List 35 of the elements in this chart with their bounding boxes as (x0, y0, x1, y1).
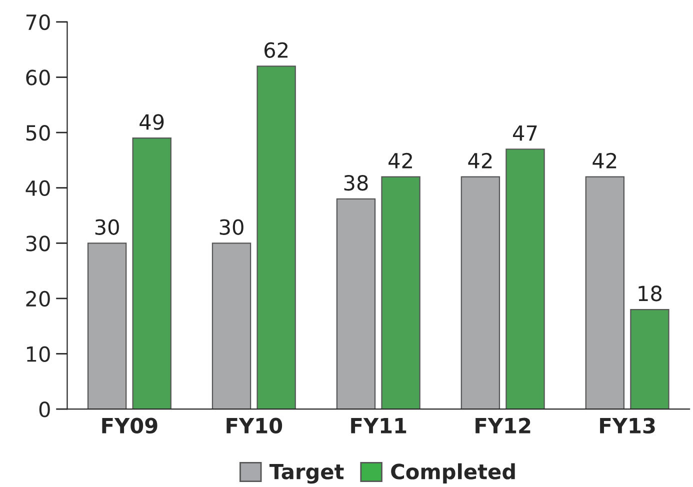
bar (460, 176, 500, 410)
bar (212, 242, 252, 410)
bar (87, 242, 127, 410)
data-label: 18 (638, 286, 662, 302)
y-tick-label: 20 (26, 290, 50, 307)
data-label: 42 (592, 152, 616, 168)
data-label: 42 (388, 152, 412, 168)
data-label: 49 (140, 114, 164, 130)
y-tick-label: 0 (39, 402, 50, 418)
x-tick-label: FY09 (102, 418, 158, 434)
legend-label: Target (269, 464, 344, 484)
y-tick-label: 40 (26, 180, 50, 196)
data-label: 30 (220, 219, 244, 235)
y-tick-label: 30 (26, 236, 50, 252)
data-label: 62 (264, 42, 288, 58)
data-label: 47 (513, 125, 537, 141)
bar (132, 138, 172, 410)
x-tick-label: FY13 (600, 418, 655, 434)
bar (256, 66, 296, 410)
legend-label: Completed (391, 463, 515, 484)
y-tick-label: 50 (26, 124, 50, 141)
bar (506, 148, 545, 410)
y-tick-label: 10 (27, 346, 50, 362)
x-tick-label: FY11 (351, 418, 406, 434)
y-tick-label: 60 (26, 70, 50, 86)
bar (381, 176, 420, 410)
data-label: 42 (468, 152, 492, 168)
data-label: 38 (344, 174, 368, 191)
y-tick-label: 70 (26, 14, 50, 30)
data-label: 30 (95, 219, 119, 235)
x-tick-label: FY12 (476, 418, 530, 434)
bar (336, 198, 376, 410)
bar (630, 308, 670, 410)
bar (585, 176, 624, 410)
x-tick-label: FY10 (226, 418, 282, 434)
